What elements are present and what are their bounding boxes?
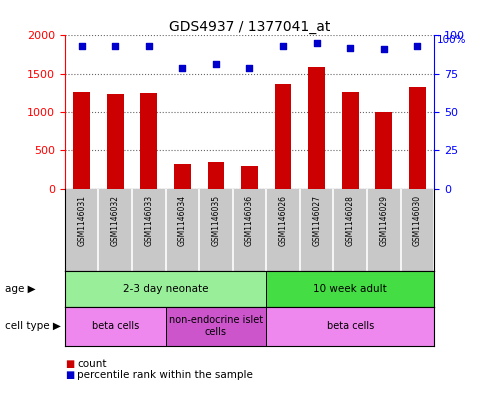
Text: ■: ■ — [65, 370, 74, 380]
Text: cell type ▶: cell type ▶ — [5, 321, 61, 331]
Bar — [266, 307, 434, 346]
Bar — [409, 88, 426, 189]
Point — [313, 40, 321, 46]
Point — [346, 44, 354, 51]
Text: age ▶: age ▶ — [5, 284, 35, 294]
Text: GSM1146026: GSM1146026 — [278, 195, 287, 246]
Text: 100%: 100% — [437, 35, 466, 45]
Bar — [166, 307, 266, 346]
Text: GSM1146034: GSM1146034 — [178, 195, 187, 246]
Bar — [274, 84, 291, 189]
Text: GSM1146036: GSM1146036 — [245, 195, 254, 246]
Text: GSM1146031: GSM1146031 — [77, 195, 86, 246]
Bar — [65, 271, 266, 307]
Point — [178, 64, 186, 71]
Point — [380, 46, 388, 52]
Bar — [107, 94, 124, 189]
Bar — [140, 93, 157, 189]
Text: beta cells: beta cells — [92, 321, 139, 331]
Text: GSM1146027: GSM1146027 — [312, 195, 321, 246]
Point — [78, 43, 86, 49]
Point — [111, 43, 119, 49]
Bar — [241, 165, 258, 189]
Text: GDS4937 / 1377041_at: GDS4937 / 1377041_at — [169, 20, 330, 34]
Text: GSM1146035: GSM1146035 — [212, 195, 221, 246]
Text: beta cells: beta cells — [326, 321, 374, 331]
Text: non-endocrine islet
cells: non-endocrine islet cells — [169, 316, 263, 337]
Bar — [266, 271, 434, 307]
Bar — [174, 164, 191, 189]
Bar — [73, 92, 90, 189]
Text: ■: ■ — [65, 358, 74, 369]
Text: 2-3 day neonate: 2-3 day neonate — [123, 284, 208, 294]
Bar — [208, 162, 225, 189]
Point — [212, 61, 220, 68]
Text: GSM1146029: GSM1146029 — [379, 195, 388, 246]
Text: GSM1146030: GSM1146030 — [413, 195, 422, 246]
Bar — [308, 67, 325, 189]
Text: GSM1146032: GSM1146032 — [111, 195, 120, 246]
Point — [279, 43, 287, 49]
Text: percentile rank within the sample: percentile rank within the sample — [77, 370, 253, 380]
Text: count: count — [77, 358, 107, 369]
Point — [413, 43, 421, 49]
Point — [145, 43, 153, 49]
Bar — [342, 92, 359, 189]
Text: GSM1146033: GSM1146033 — [144, 195, 153, 246]
Bar — [65, 307, 166, 346]
Bar — [375, 112, 392, 189]
Text: GSM1146028: GSM1146028 — [346, 195, 355, 246]
Point — [246, 64, 253, 71]
Text: 10 week adult: 10 week adult — [313, 284, 387, 294]
